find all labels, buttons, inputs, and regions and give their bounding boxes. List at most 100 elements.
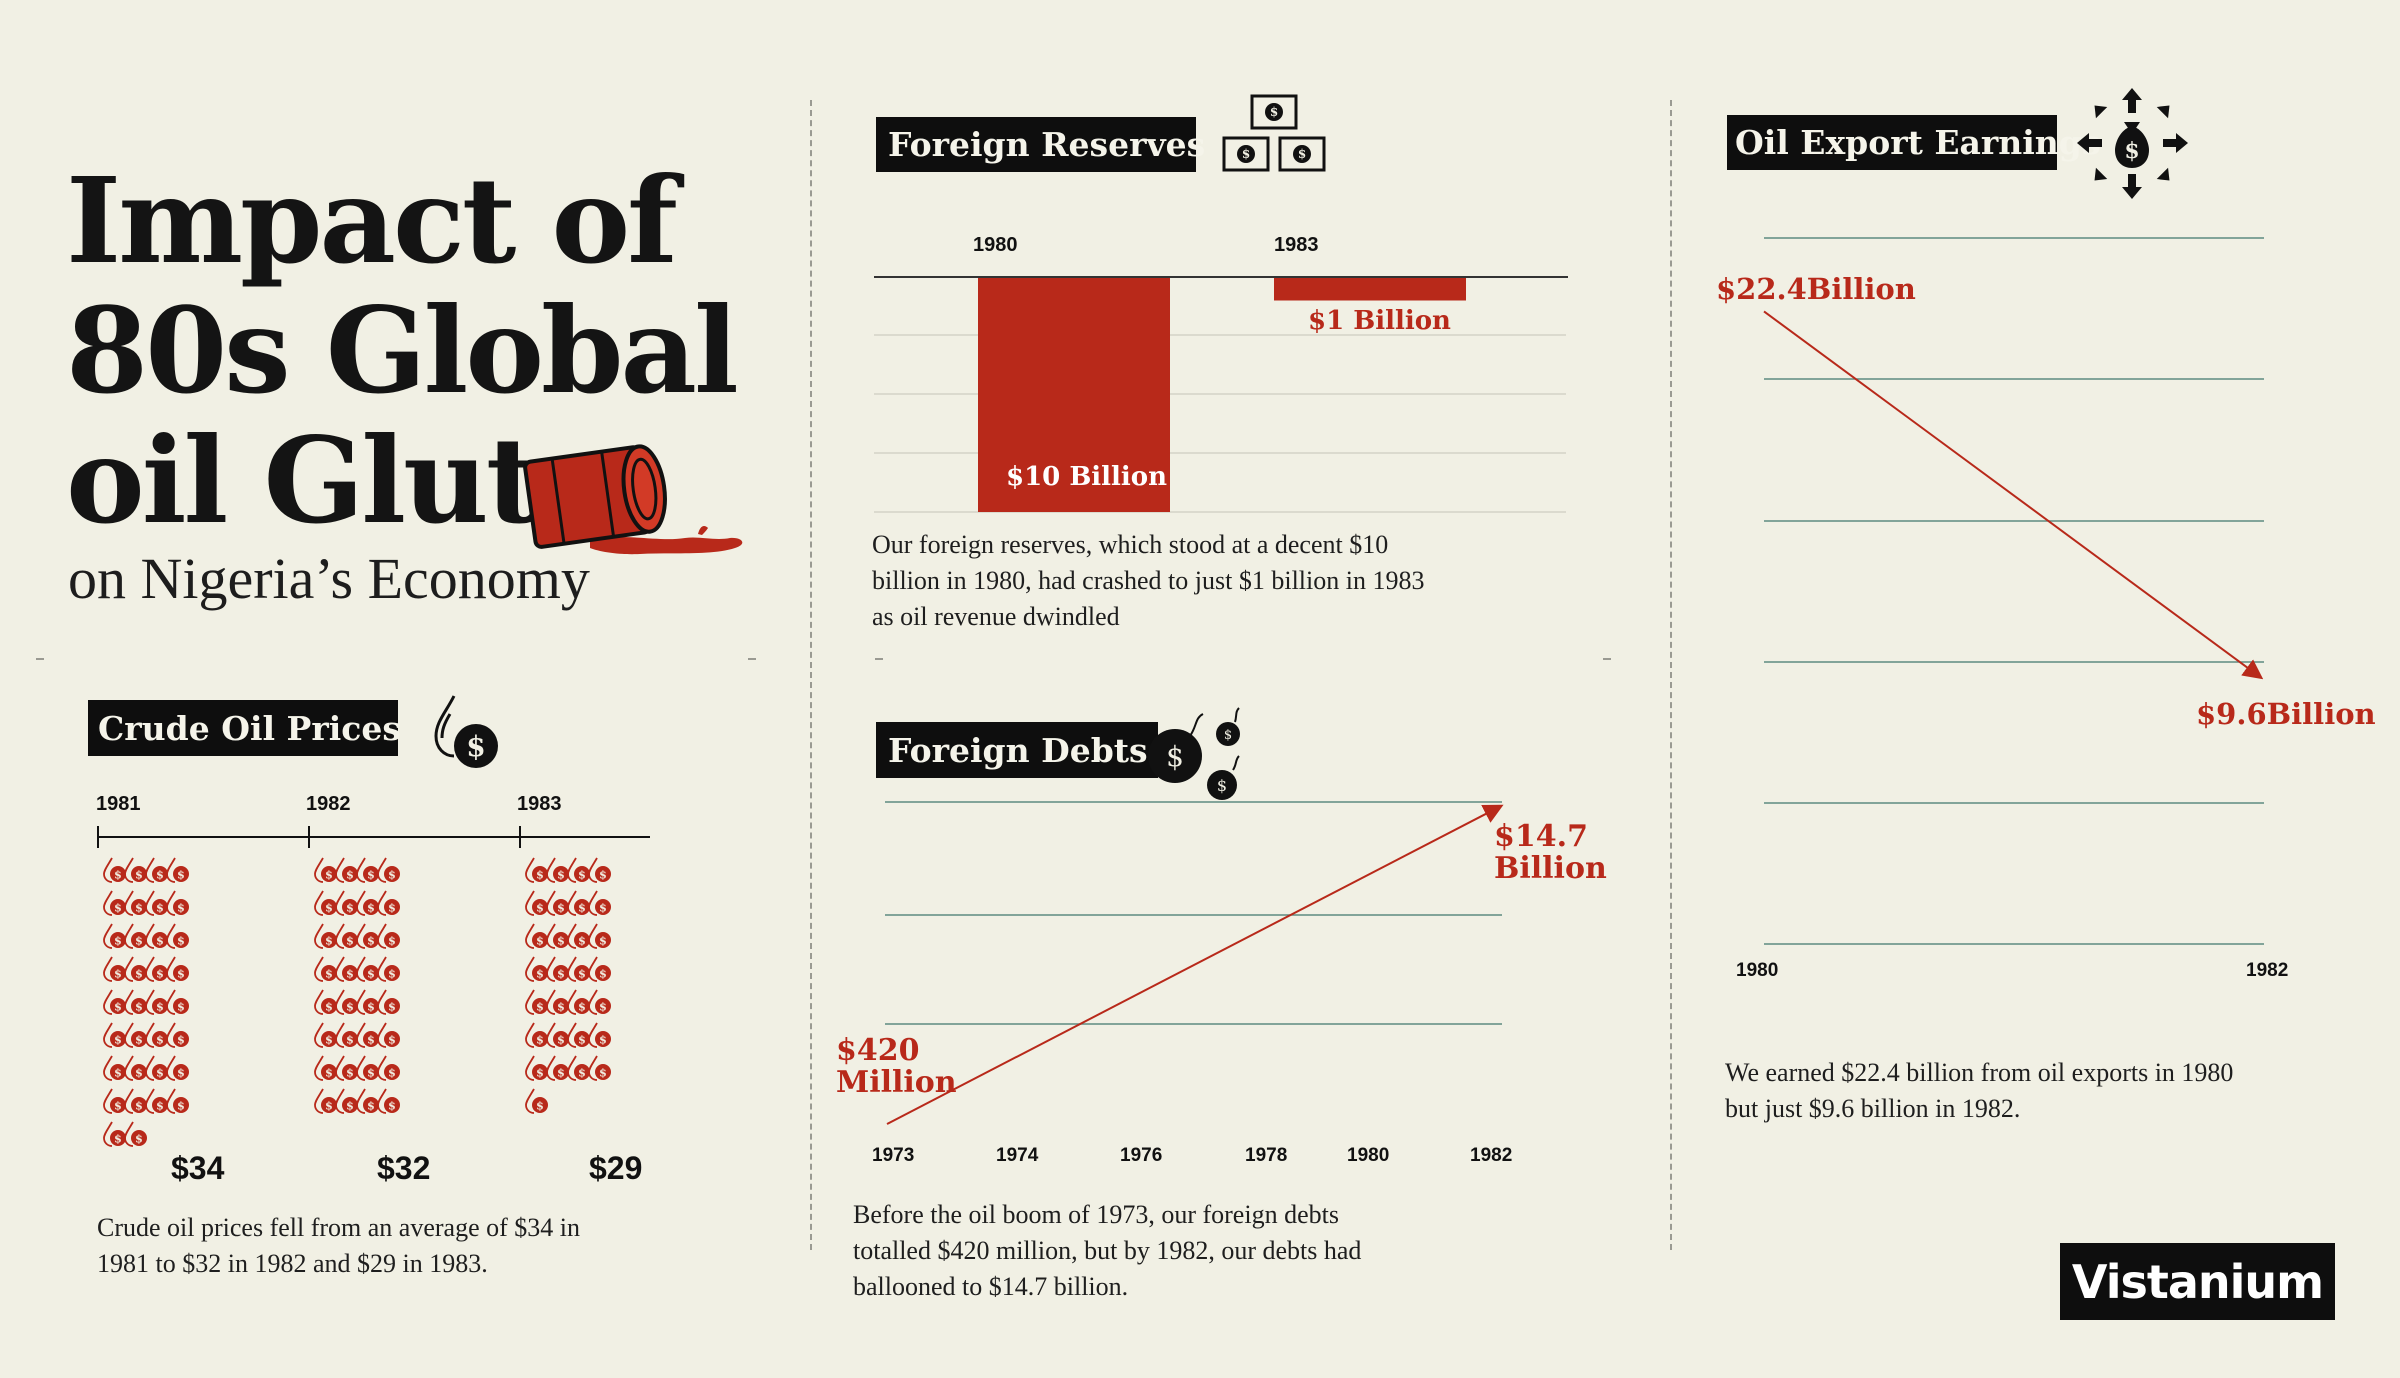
debts-xtick-1980: 1980 (1347, 1145, 1390, 1166)
crude-oil-drop-1981: $ (103, 1121, 126, 1147)
svg-text:$: $ (325, 935, 333, 948)
crude-oil-drop-1983: $ (546, 923, 569, 949)
svg-text:$: $ (578, 869, 586, 882)
crude-year-1982: 1982 (306, 793, 351, 815)
crude-price-label-1981: $34 (171, 1150, 225, 1186)
svg-text:$: $ (388, 902, 396, 915)
svg-text:$: $ (557, 968, 565, 981)
svg-text:$: $ (114, 935, 122, 948)
crude-oil-drop-1982: $ (356, 1088, 379, 1114)
svg-text:$: $ (156, 1001, 164, 1014)
crude-oil-drop-1981: $ (124, 1121, 147, 1147)
crude-oil-drop-1983: $ (588, 1055, 611, 1081)
svg-text:$: $ (1166, 740, 1184, 773)
crude-oil-drop-1982: $ (377, 857, 400, 883)
svg-text:$: $ (536, 1100, 544, 1113)
crude-oil-drop-1981: $ (124, 1022, 147, 1048)
crude-oil-drop-1981: $ (124, 890, 147, 916)
crude-oil-drop-1983: $ (567, 1022, 590, 1048)
svg-text:$: $ (156, 1067, 164, 1080)
crude-oil-drop-1981: $ (166, 923, 189, 949)
divider-tick (1603, 658, 1611, 660)
svg-text:$: $ (599, 1001, 607, 1014)
svg-text:$: $ (599, 968, 607, 981)
crude-oil-drop-1983: $ (525, 1088, 548, 1114)
crude-oil-drop-1981: $ (166, 857, 189, 883)
oil-drop-dollar-icon: $ (434, 695, 498, 768)
crude-oil-drop-1983: $ (546, 989, 569, 1015)
svg-text:$: $ (536, 968, 544, 981)
reserves-bar-1983 (1274, 277, 1466, 301)
crude-oil-drop-1982: $ (356, 989, 379, 1015)
page-subtitle: on Nigeria’s Economy (68, 546, 590, 611)
svg-text:$: $ (367, 1034, 375, 1047)
svg-text:$: $ (325, 902, 333, 915)
svg-text:$: $ (177, 1034, 185, 1047)
reserves-year-1983: 1983 (1274, 234, 1319, 256)
debts-value-label-end: $14.7 Billion (1494, 819, 1607, 886)
divider-left (810, 100, 812, 1250)
svg-text:$: $ (536, 1067, 544, 1080)
svg-text:$: $ (367, 935, 375, 948)
crude-oil-drop-1982: $ (314, 1022, 337, 1048)
crude-oil-drop-1982: $ (314, 1088, 337, 1114)
reserves-value-label-1983: $1 Billion (1308, 306, 1451, 336)
export-description: We earned $22.4 billion from oil exports… (1725, 1058, 2234, 1123)
money-bomb-icon: $ $ $ (1148, 707, 1240, 800)
crude-oil-drop-1982: $ (356, 857, 379, 883)
svg-text:$: $ (367, 1001, 375, 1014)
crude-oil-drop-1983: $ (546, 956, 569, 982)
svg-text:$: $ (346, 1034, 354, 1047)
crude-oil-drop-1982: $ (314, 1055, 337, 1081)
svg-text:$: $ (346, 1001, 354, 1014)
crude-chart: $ $ $ $ $ $ $ $ $ $ $ $ $ $ $ $ $ $ $ $ $ $ $ $ $ $ $ $ $ $ $ $ $ $ $ $ $ $ $ $… (97, 826, 650, 1147)
svg-text:$: $ (114, 1001, 122, 1014)
svg-text:$: $ (367, 968, 375, 981)
crude-year-1981: 1981 (96, 793, 141, 815)
crude-oil-drop-1981: $ (124, 989, 147, 1015)
debts-xtick-1976: 1976 (1120, 1145, 1163, 1166)
crude-oil-drop-1981: $ (166, 890, 189, 916)
export-chart (1763, 237, 2264, 945)
crude-oil-drop-1983: $ (525, 1022, 548, 1048)
crude-oil-drop-1982: $ (356, 890, 379, 916)
foreign-debts-label: Foreign Debts (876, 722, 1158, 778)
crude-oil-drop-1983: $ (525, 857, 548, 883)
svg-text:$: $ (156, 902, 164, 915)
crude-oil-drop-1981: $ (145, 890, 168, 916)
crude-oil-drop-1982: $ (335, 1088, 358, 1114)
crude-oil-drop-1982: $ (377, 923, 400, 949)
crude-oil-drop-1981: $ (103, 857, 126, 883)
svg-text:$: $ (599, 1067, 607, 1080)
svg-text:$: $ (1224, 728, 1232, 743)
svg-text:$: $ (114, 869, 122, 882)
export-value-label-start: $22.4Billion (1716, 272, 1916, 306)
reserves-value-label-1980: $10 Billion (1006, 462, 1168, 492)
svg-text:$: $ (135, 935, 143, 948)
svg-text:$: $ (599, 869, 607, 882)
svg-text:$: $ (367, 1100, 375, 1113)
crude-oil-drop-1981: $ (103, 1088, 126, 1114)
crude-oil-drop-1981: $ (124, 1055, 147, 1081)
crude-oil-drop-1981: $ (166, 1022, 189, 1048)
debts-value-label-start: $420 Million (836, 1033, 957, 1100)
crude-oil-drop-1982: $ (377, 956, 400, 982)
debts-description: Before the oil boom of 1973, our foreign… (853, 1200, 1362, 1301)
crude-oil-drop-1981: $ (166, 989, 189, 1015)
svg-text:$: $ (346, 1067, 354, 1080)
svg-text:$: $ (346, 1100, 354, 1113)
debts-chart (885, 801, 1504, 1125)
crude-oil-drop-1982: $ (356, 956, 379, 982)
crude-oil-drop-1983: $ (567, 857, 590, 883)
svg-text:$: $ (599, 1034, 607, 1047)
svg-text:$: $ (135, 902, 143, 915)
crude-oil-drop-1981: $ (145, 923, 168, 949)
svg-text:$: $ (388, 1100, 396, 1113)
svg-text:$: $ (557, 1034, 565, 1047)
crude-oil-drop-1983: $ (546, 857, 569, 883)
money-bag-arrows-icon: $ (2077, 88, 2188, 199)
title-line-3: oil Glut (66, 411, 540, 550)
svg-text:$: $ (156, 1100, 164, 1113)
svg-text:$: $ (135, 1067, 143, 1080)
crude-oil-drop-1982: $ (377, 890, 400, 916)
